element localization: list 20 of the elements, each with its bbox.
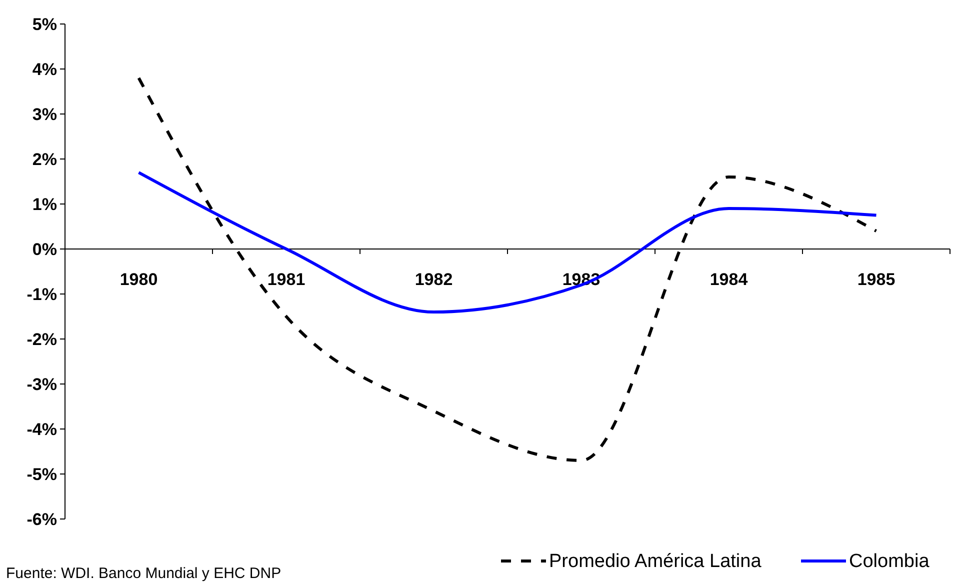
y-tick-label: 1%	[32, 194, 57, 214]
y-tick-label: -6%	[26, 510, 57, 529]
y-tick-label: -2%	[26, 330, 57, 349]
x-tick-label: 1982	[414, 270, 453, 289]
y-tick-label: 2%	[32, 150, 57, 169]
y-tick-label: 3%	[32, 104, 57, 124]
legend-label: Colombia	[849, 551, 930, 572]
y-tick-label: -5%	[26, 464, 57, 484]
x-tick-label: 1985	[857, 270, 896, 289]
x-tick-label: 1980	[120, 270, 158, 289]
x-tick-label: 1984	[710, 270, 748, 289]
source-note: Fuente: WDI. Banco Mundial y EHC DNP	[6, 565, 282, 582]
y-tick-label: -4%	[26, 420, 57, 439]
y-tick-label: -1%	[26, 284, 57, 304]
y-tick-label: 5%	[32, 14, 57, 34]
x-tick-label: 1981	[267, 270, 306, 289]
y-tick-label: 0%	[32, 240, 57, 259]
legend-label: Promedio América Latina	[549, 551, 762, 572]
y-tick-label: 4%	[32, 60, 57, 79]
y-tick-label: -3%	[26, 374, 57, 394]
